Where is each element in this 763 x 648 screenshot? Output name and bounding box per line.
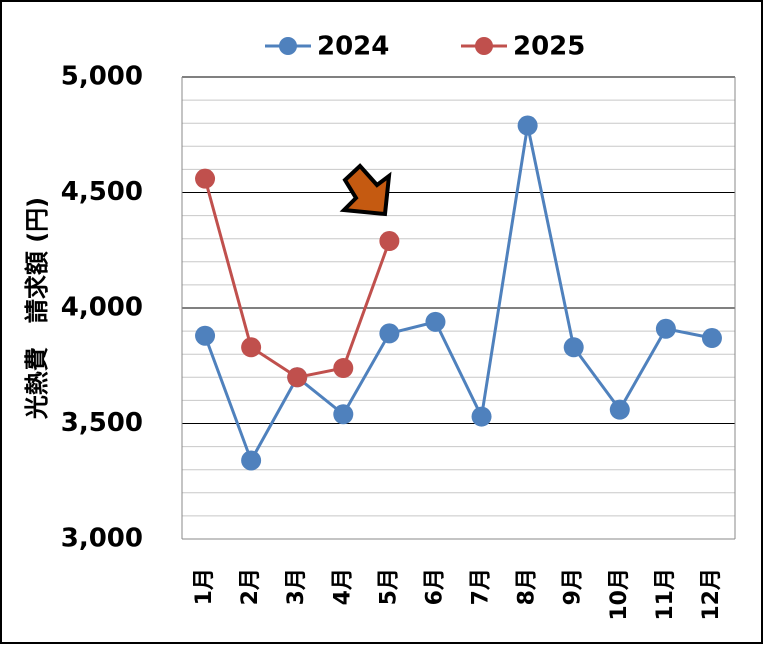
x-tick-label: 7月 xyxy=(469,568,494,605)
arrow xyxy=(339,163,392,217)
point xyxy=(563,337,584,358)
legend-marker xyxy=(475,37,493,55)
legend-marker xyxy=(279,37,297,55)
series-line xyxy=(203,125,713,465)
x-tick-label: 5月 xyxy=(376,568,401,605)
x-tick-label: 9月 xyxy=(561,568,586,605)
legend-label: 2024 xyxy=(317,32,389,62)
y-tick-label: 5,000 xyxy=(61,62,143,92)
x-tick-label: 1月 xyxy=(192,568,217,605)
y-tick-label: 3,000 xyxy=(61,524,143,554)
y-tick-label: 4,500 xyxy=(61,177,143,207)
x-tick-label: 8月 xyxy=(515,568,540,605)
x-tick-label: 3月 xyxy=(284,568,309,605)
point xyxy=(517,115,538,136)
x-tick-label: 2月 xyxy=(238,568,263,605)
point xyxy=(471,406,492,427)
point xyxy=(287,367,308,388)
point xyxy=(241,337,262,358)
point xyxy=(609,399,630,420)
y-tick-label: 4,000 xyxy=(61,293,143,323)
x-tick-label: 4月 xyxy=(330,568,355,605)
point xyxy=(379,231,400,252)
legend-label: 2025 xyxy=(513,32,585,62)
point xyxy=(379,323,400,344)
point xyxy=(333,404,354,425)
point xyxy=(195,325,216,346)
y-tick-label: 3,500 xyxy=(61,408,143,438)
point xyxy=(655,318,676,339)
y-axis-label: 光熱費 請求額 (円) xyxy=(23,197,51,420)
point xyxy=(701,328,722,349)
x-tick-label: 11月 xyxy=(653,568,678,621)
x-tick-label: 12月 xyxy=(699,568,724,621)
point xyxy=(195,168,216,189)
point xyxy=(425,311,446,332)
point xyxy=(333,358,354,379)
point xyxy=(241,450,262,471)
x-tick-label: 6月 xyxy=(422,568,447,605)
x-tick-label: 10月 xyxy=(607,568,632,621)
